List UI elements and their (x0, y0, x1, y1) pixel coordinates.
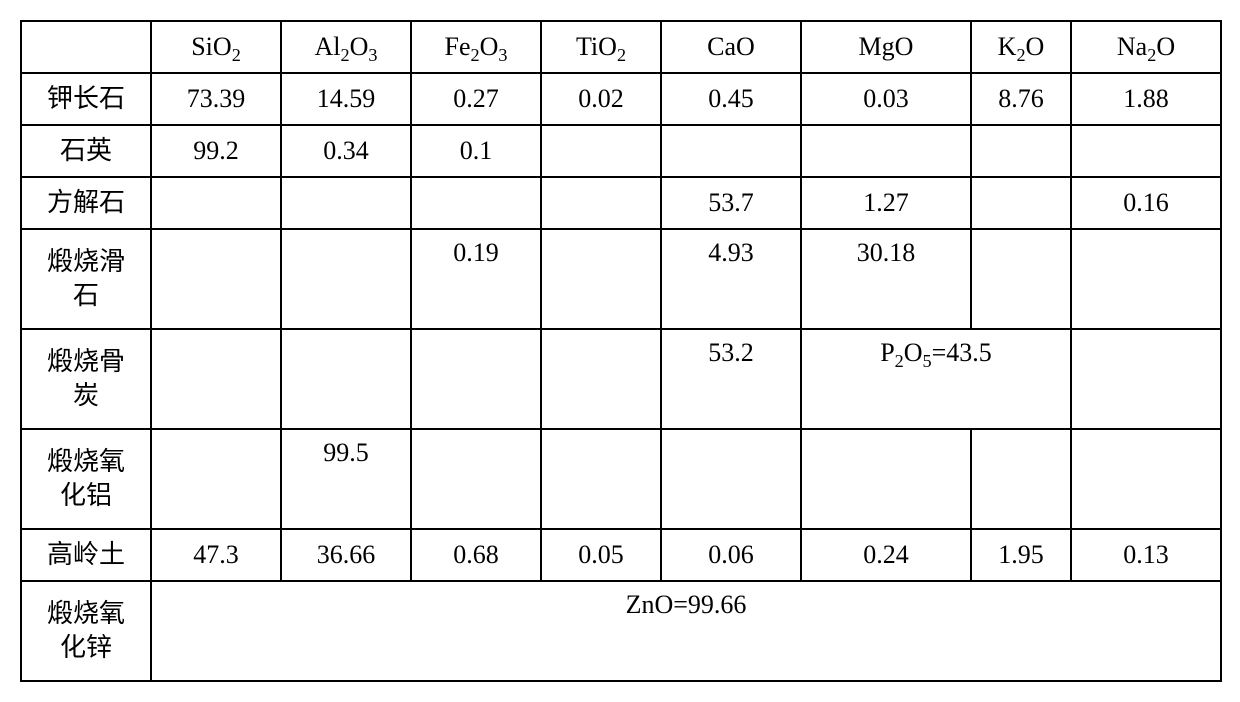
header-al2o3: Al2O3 (281, 21, 411, 73)
cell (541, 229, 661, 329)
header-row: SiO2 Al2O3 Fe2O3 TiO2 CaO MgO K2O Na2O (21, 21, 1221, 73)
header-blank (21, 21, 151, 73)
cell (151, 177, 281, 229)
header-na2o: Na2O (1071, 21, 1221, 73)
table-row: 钾长石 73.39 14.59 0.27 0.02 0.45 0.03 8.76… (21, 73, 1221, 125)
table-row: 石英 99.2 0.34 0.1 (21, 125, 1221, 177)
header-mgo: MgO (801, 21, 971, 73)
header-tio2: TiO2 (541, 21, 661, 73)
cell (801, 429, 971, 529)
row-label: 煅烧骨炭 (21, 329, 151, 429)
table-row: 煅烧滑石 0.19 4.93 30.18 (21, 229, 1221, 329)
cell (801, 125, 971, 177)
row-label: 煅烧滑石 (21, 229, 151, 329)
table-row: 高岭土 47.3 36.66 0.68 0.05 0.06 0.24 1.95 … (21, 529, 1221, 581)
cell (411, 177, 541, 229)
row-label: 石英 (21, 125, 151, 177)
cell: 53.2 (661, 329, 801, 429)
header-k2o: K2O (971, 21, 1071, 73)
cell: 14.59 (281, 73, 411, 125)
row-label: 方解石 (21, 177, 151, 229)
cell (281, 177, 411, 229)
cell (541, 429, 661, 529)
cell: 99.5 (281, 429, 411, 529)
cell: 0.02 (541, 73, 661, 125)
cell: 0.03 (801, 73, 971, 125)
cell (1071, 429, 1221, 529)
cell: 0.16 (1071, 177, 1221, 229)
cell (151, 229, 281, 329)
cell: 36.66 (281, 529, 411, 581)
row-label: 煅烧氧化铝 (21, 429, 151, 529)
cell: 8.76 (971, 73, 1071, 125)
row-label: 高岭土 (21, 529, 151, 581)
cell (971, 177, 1071, 229)
cell: 0.19 (411, 229, 541, 329)
cell: 0.06 (661, 529, 801, 581)
cell (661, 429, 801, 529)
cell: 47.3 (151, 529, 281, 581)
table-row: 煅烧骨炭 53.2 P2O5=43.5 (21, 329, 1221, 429)
cell: 0.68 (411, 529, 541, 581)
cell: 73.39 (151, 73, 281, 125)
header-cao: CaO (661, 21, 801, 73)
cell (971, 429, 1071, 529)
cell: 0.24 (801, 529, 971, 581)
row-label: 煅烧氧化锌 (21, 581, 151, 681)
cell (661, 125, 801, 177)
row-label: 钾长石 (21, 73, 151, 125)
cell: 99.2 (151, 125, 281, 177)
cell: 0.05 (541, 529, 661, 581)
cell: 30.18 (801, 229, 971, 329)
table-row: 方解石 53.7 1.27 0.16 (21, 177, 1221, 229)
cell-merged-p2o5: P2O5=43.5 (801, 329, 1071, 429)
cell (541, 177, 661, 229)
cell: 0.13 (1071, 529, 1221, 581)
cell (1071, 125, 1221, 177)
header-sio2: SiO2 (151, 21, 281, 73)
cell: 4.93 (661, 229, 801, 329)
table-row: 煅烧氧化铝 99.5 (21, 429, 1221, 529)
cell: 53.7 (661, 177, 801, 229)
cell (541, 125, 661, 177)
composition-table: SiO2 Al2O3 Fe2O3 TiO2 CaO MgO K2O Na2O 钾… (20, 20, 1222, 682)
cell: 1.88 (1071, 73, 1221, 125)
cell (151, 329, 281, 429)
cell: 1.95 (971, 529, 1071, 581)
cell (1071, 329, 1221, 429)
cell (151, 429, 281, 529)
cell: 0.1 (411, 125, 541, 177)
cell (411, 429, 541, 529)
cell (541, 329, 661, 429)
header-fe2o3: Fe2O3 (411, 21, 541, 73)
cell: 1.27 (801, 177, 971, 229)
cell (281, 329, 411, 429)
cell: 0.27 (411, 73, 541, 125)
cell-merged-zno: ZnO=99.66 (151, 581, 1221, 681)
cell (411, 329, 541, 429)
cell: 0.45 (661, 73, 801, 125)
table-row: 煅烧氧化锌 ZnO=99.66 (21, 581, 1221, 681)
cell (971, 125, 1071, 177)
cell (971, 229, 1071, 329)
cell (1071, 229, 1221, 329)
cell (281, 229, 411, 329)
cell: 0.34 (281, 125, 411, 177)
